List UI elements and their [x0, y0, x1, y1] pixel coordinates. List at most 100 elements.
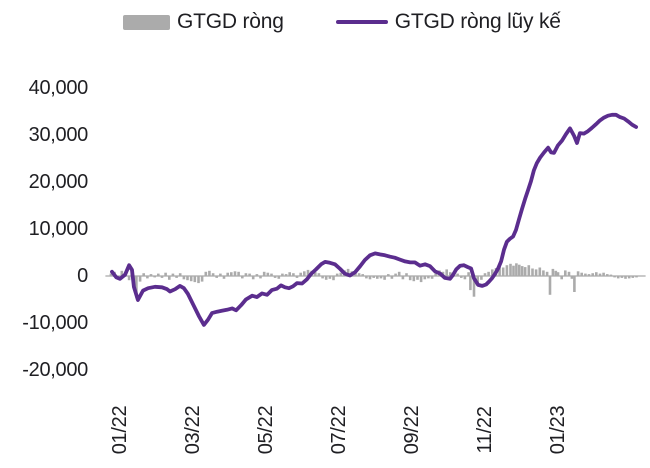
x-tick-label: 01/23: [547, 405, 569, 455]
bar: [222, 276, 226, 279]
bar: [317, 273, 321, 276]
bar: [376, 276, 379, 279]
bar: [570, 276, 574, 279]
bar: [270, 273, 273, 276]
bar: [335, 273, 339, 276]
bar: [556, 272, 560, 276]
bar: [554, 270, 558, 276]
y-axis-labels: 40,000 30,000 20,000 10,000 0 -10,000 -20,000: [0, 0, 88, 468]
bar: [427, 276, 430, 279]
bar: [483, 273, 487, 276]
legend-item-bar: GTGD ròng: [123, 10, 284, 34]
bar: [573, 276, 576, 292]
bar: [551, 268, 555, 276]
bar: [587, 274, 591, 276]
bar: [430, 276, 434, 279]
bar: [531, 268, 534, 276]
bar: [244, 273, 248, 276]
bar: [560, 276, 563, 280]
bar: [394, 273, 397, 276]
bar: [469, 276, 472, 291]
bar: [189, 276, 193, 282]
bar: [328, 276, 332, 279]
bar: [397, 271, 401, 276]
bar: [598, 273, 602, 276]
bar: [204, 271, 208, 276]
bar: [379, 276, 383, 279]
x-tick-label: 05/22: [255, 405, 277, 455]
y-tick-label: 0: [77, 265, 88, 287]
bar: [456, 273, 459, 276]
bar: [595, 272, 598, 276]
bar: [273, 276, 277, 278]
line-series-label: GTGD ròng lũy kế: [394, 10, 561, 33]
bar: [135, 276, 138, 298]
bar: [255, 274, 259, 276]
bar: [248, 273, 251, 276]
bar: [620, 276, 624, 278]
bar: [284, 274, 288, 276]
y-tick-label: 10,000: [28, 218, 89, 240]
bar: [467, 272, 470, 276]
bar: [580, 272, 583, 276]
bar: [518, 264, 521, 276]
bar: [416, 276, 419, 280]
bar: [186, 276, 189, 281]
legend-item-line: GTGD ròng lũy kế: [335, 10, 561, 34]
bar: [157, 273, 160, 276]
bar: [299, 272, 302, 276]
bar-series-label: GTGD ròng: [177, 10, 284, 33]
bar: [498, 266, 501, 276]
bar: [609, 274, 613, 276]
bar: [491, 269, 494, 276]
bar: [241, 276, 244, 279]
bar: [627, 276, 631, 279]
bar: [175, 276, 178, 278]
bar: [408, 276, 412, 281]
bar: [142, 273, 145, 276]
bar: [168, 276, 171, 280]
bar: [527, 265, 531, 276]
bar: [606, 274, 609, 276]
bar: [346, 268, 350, 276]
bar: [463, 276, 467, 280]
x-tick-label: 07/22: [328, 405, 350, 455]
bar: [405, 273, 408, 276]
bar: [624, 276, 627, 279]
bar: [295, 276, 299, 278]
line-series: [110, 112, 638, 327]
bar: [368, 276, 372, 280]
bar: [523, 267, 527, 276]
y-tick-label: -20,000: [22, 359, 88, 381]
bar: [548, 276, 552, 295]
bar-series: [109, 263, 638, 298]
bar: [292, 273, 295, 276]
bar: [233, 271, 237, 276]
bar: [262, 271, 266, 276]
bar: [237, 271, 240, 276]
bar: [564, 270, 567, 276]
bar: [538, 267, 542, 276]
bar: [567, 271, 571, 276]
bar: [501, 267, 505, 276]
bar: [505, 265, 509, 276]
bar: [226, 272, 229, 276]
bar: [266, 272, 270, 276]
bar: [576, 271, 580, 276]
bar: [434, 272, 437, 276]
bar: [200, 276, 204, 282]
bar: [423, 276, 427, 280]
bar: [146, 276, 149, 279]
bar: [387, 274, 390, 276]
bar: [445, 269, 448, 276]
bar: [127, 276, 131, 281]
bar: [251, 276, 255, 280]
bar: [515, 263, 518, 276]
bar: [339, 272, 343, 276]
bar: [412, 276, 416, 282]
bar: [197, 276, 200, 284]
bar: [230, 272, 233, 276]
bar: [277, 276, 281, 279]
